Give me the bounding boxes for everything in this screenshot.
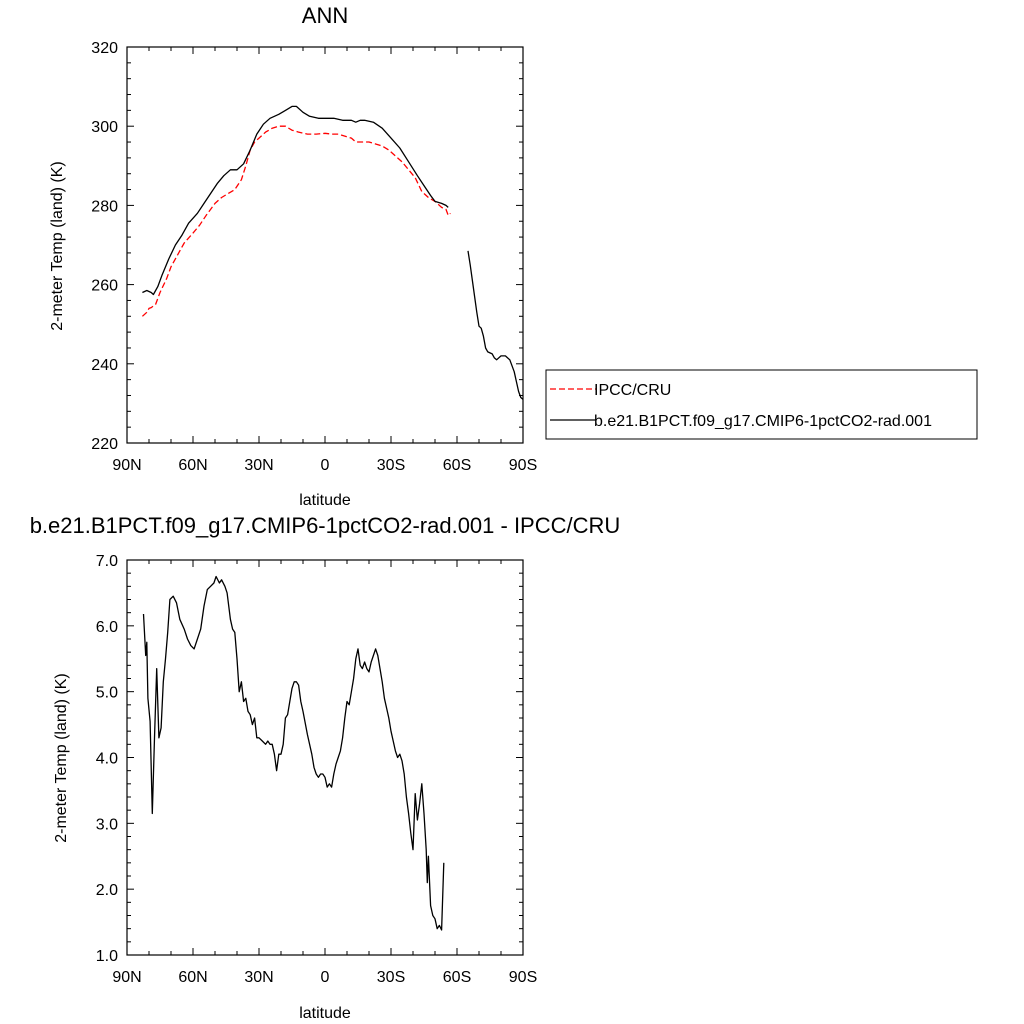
- x-tick-label: 90S: [509, 969, 537, 986]
- x-tick-label: 0: [321, 457, 330, 474]
- legend: IPCC/CRU b.e21.B1PCT.f09_g17.CMIP6-1pctC…: [545, 369, 978, 440]
- x-tick-label: 90S: [509, 457, 537, 474]
- y-tick-label: 280: [91, 198, 118, 215]
- y-tick-label: 7.0: [96, 553, 118, 570]
- legend-box: [545, 369, 978, 440]
- x-tick-label: 30N: [244, 457, 273, 474]
- series-line-1-segment-0: [142, 105, 449, 296]
- series-line-0-segment-0: [141, 125, 451, 317]
- panel-bottom: b.e21.B1PCT.f09_g17.CMIP6-1pctCO2-rad.00…: [30, 513, 621, 1022]
- y-tick-label: 6.0: [96, 619, 118, 636]
- y-tick-label: 4.0: [96, 751, 118, 768]
- y-tick-label: 220: [91, 436, 118, 453]
- x-tick-label: 90N: [112, 969, 141, 986]
- series-line-1-segment-1: [467, 250, 524, 400]
- plot-area: 90N 60N 30N 0 30S 60S 90S 220 240 260 280 300 320: [91, 40, 537, 474]
- y-tick-label: 1.0: [96, 948, 118, 965]
- y-axis-label: 2-meter Temp (land) (K): [53, 673, 70, 843]
- y-tick-label: 300: [91, 119, 118, 136]
- y-tick-label: 320: [91, 40, 118, 57]
- x-axis-label: latitude: [299, 1005, 351, 1022]
- plot-area: 90N 60N 30N 0 30S 60S 90S 1.0 2.0 3.0 4.0 5.0 6.0 7.0: [96, 553, 537, 986]
- y-tick-label: 5.0: [96, 685, 118, 702]
- x-axis-label: latitude: [299, 492, 351, 509]
- panel-top: ANN 90N 60N 30N 0 30S 60S 90S 220 240 260 280 300 32…: [49, 3, 537, 509]
- x-tick-label: 30N: [244, 969, 273, 986]
- chart-title: ANN: [302, 3, 348, 28]
- y-tick-label: 2.0: [96, 882, 118, 899]
- x-tick-label: 30S: [377, 969, 405, 986]
- x-tick-label: 60S: [443, 969, 471, 986]
- y-tick-label: 240: [91, 357, 118, 374]
- y-axis-label: 2-meter Temp (land) (K): [49, 161, 66, 331]
- chart-title: b.e21.B1PCT.f09_g17.CMIP6-1pctCO2-rad.00…: [30, 513, 621, 538]
- series-line-0-segment-0: [142, 575, 445, 931]
- x-tick-label: 60S: [443, 457, 471, 474]
- legend-label-ipcc-cru: IPCC/CRU: [594, 382, 671, 399]
- x-tick-label: 60N: [178, 457, 207, 474]
- x-tick-label: 60N: [178, 969, 207, 986]
- x-tick-label: 0: [321, 969, 330, 986]
- y-tick-label: 260: [91, 278, 118, 295]
- x-tick-label: 90N: [112, 457, 141, 474]
- y-tick-label: 3.0: [96, 816, 118, 833]
- x-tick-label: 30S: [377, 457, 405, 474]
- legend-label-model: b.e21.B1PCT.f09_g17.CMIP6-1pctCO2-rad.00…: [594, 413, 932, 430]
